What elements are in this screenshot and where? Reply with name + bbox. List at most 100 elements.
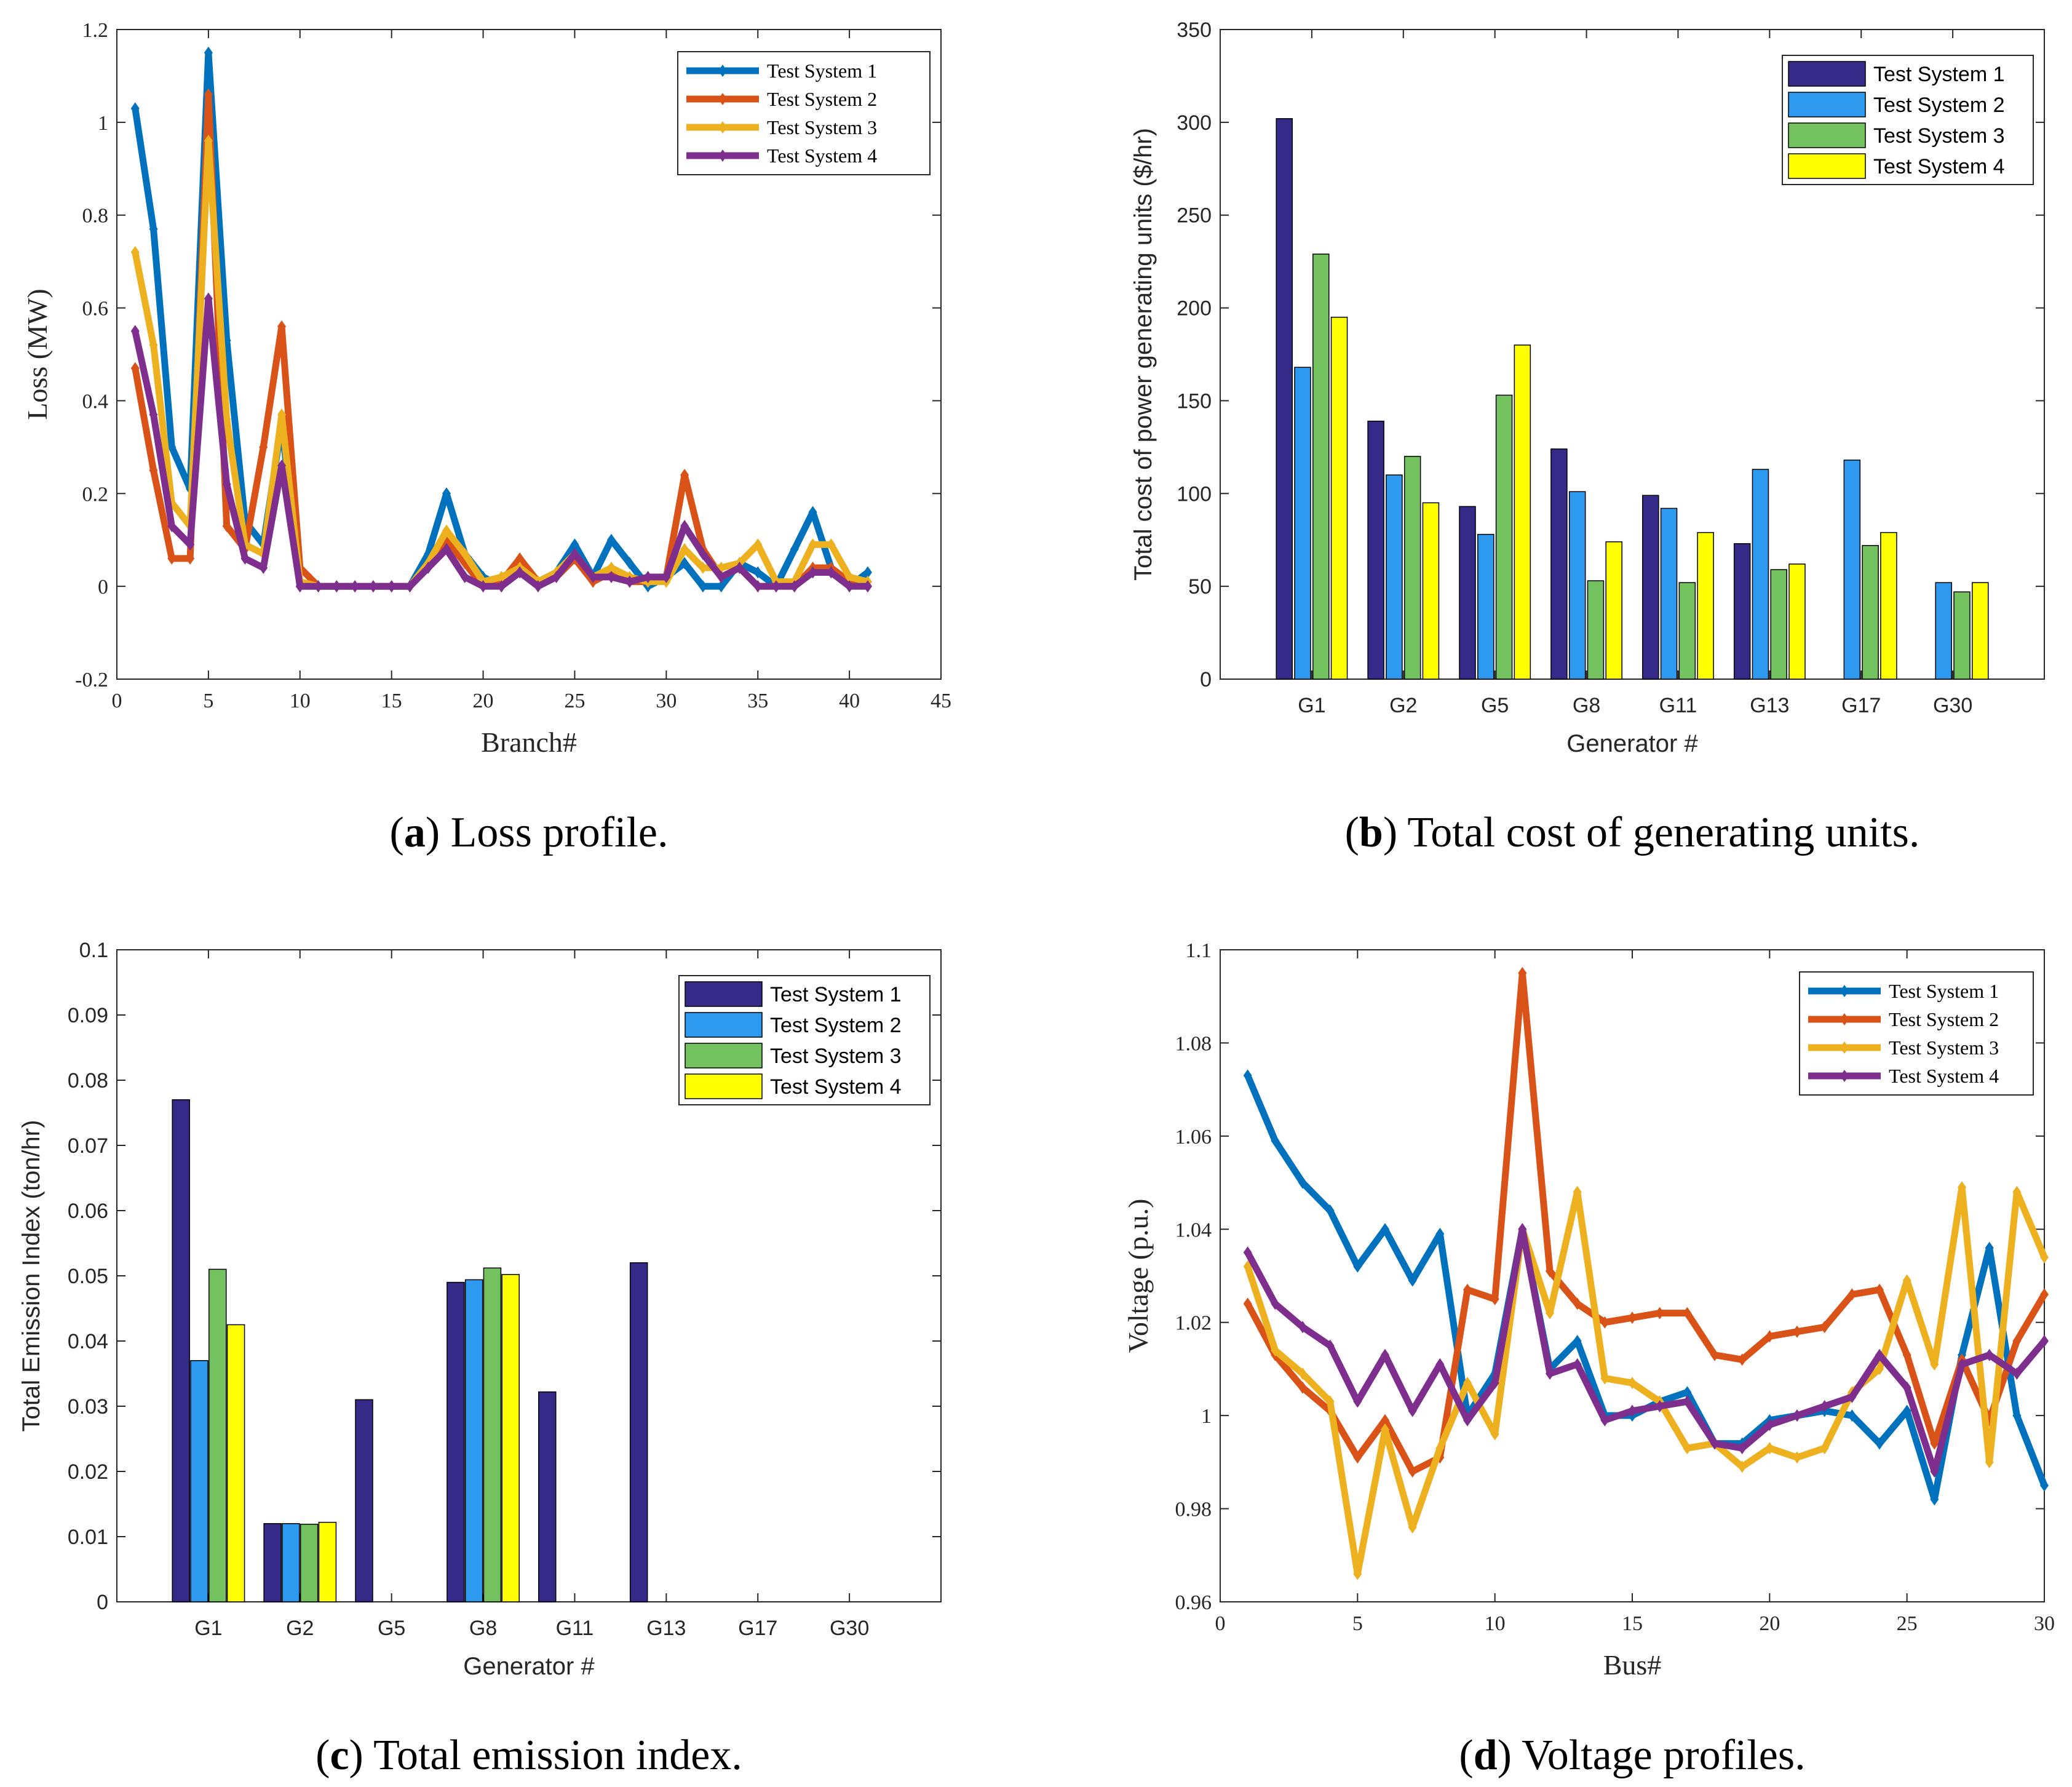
bar-g11-system-1 — [1642, 495, 1659, 680]
series-1-point — [607, 533, 616, 546]
panel-c-x-ticks: G1 G2 G5 G8 G11 G13 G17 G30 — [194, 950, 869, 1640]
series-4-point — [662, 571, 671, 584]
bar-g1-system-2 — [190, 1360, 208, 1602]
series-2-point — [1353, 1451, 1362, 1464]
series-4-point — [772, 580, 780, 593]
legend-label-1: Test System 1 — [767, 60, 877, 82]
legend-label-4: Test System 4 — [770, 1075, 902, 1099]
bar-g2-system-1 — [263, 1523, 282, 1602]
bar-g11-system-4 — [1697, 531, 1714, 680]
series-2-point — [222, 520, 231, 533]
y-tick-label: 0 — [1200, 668, 1212, 691]
series-4-point — [186, 538, 195, 551]
x-tick-label: 15 — [381, 690, 402, 712]
panel-d-xlabel: Bus# — [1603, 1649, 1662, 1681]
panel-a-xlabel: Branch# — [481, 726, 577, 758]
panel-c-legend: Test System 1 Test System 2 Test System 3 T… — [678, 975, 931, 1105]
series-4-point — [2012, 1367, 2022, 1380]
legend-label-1: Test System 1 — [1889, 980, 1999, 1002]
series-2-point — [1381, 1414, 1389, 1427]
series-4-point — [167, 520, 177, 533]
series-2-point — [1408, 1465, 1417, 1478]
series-3-point — [277, 408, 286, 421]
x-tick-label: G5 — [1481, 694, 1509, 717]
legend-swatch-2 — [1788, 92, 1866, 117]
series-3-point — [1628, 1377, 1637, 1390]
bar-g1-system-1 — [1276, 118, 1293, 680]
series-3-point — [1435, 1442, 1445, 1455]
series-2-point — [1243, 1297, 1252, 1310]
panel-b-bars — [1276, 118, 1989, 680]
y-tick-label: 1.02 — [1175, 1312, 1212, 1335]
series-4-point — [698, 547, 707, 560]
series-4-point — [625, 575, 634, 588]
bar-g8-system-3 — [483, 1267, 502, 1602]
series-4-point — [1600, 1414, 1610, 1427]
legend-marker-1 — [1840, 985, 1849, 997]
panel-c-caption-letter: c — [330, 1732, 349, 1779]
y-tick-label: 1 — [98, 112, 108, 135]
panel-b-legend: Test System 1 Test System 2 Test System 3 T… — [1782, 55, 2034, 185]
legend-label-2: Test System 2 — [770, 1014, 902, 1037]
series-4-point — [295, 580, 304, 593]
series-line-3 — [1244, 1184, 2048, 1578]
series-4-point — [1353, 1395, 1362, 1408]
panel-a-ylabel: Loss (MW) — [22, 289, 53, 420]
series-2-point — [130, 362, 140, 375]
y-tick-label: 0.09 — [68, 1004, 108, 1027]
series-4-point — [460, 571, 469, 584]
x-tick-label: G1 — [194, 1617, 222, 1640]
series-2-point — [1902, 1348, 1911, 1361]
series-3-point — [222, 413, 231, 426]
series-1-point — [442, 487, 451, 500]
bar-g1-system-4 — [226, 1324, 245, 1602]
y-tick-label: 200 — [1177, 297, 1212, 320]
x-tick-label: 35 — [747, 690, 768, 712]
series-4-point — [405, 580, 415, 593]
series-3-point — [1271, 1344, 1280, 1357]
panel-c-ylabel: Total Emission Index (ton/hr) — [18, 1120, 45, 1432]
series-4-point — [277, 460, 286, 472]
panel-c-y-ticks: 0 0.01 0.02 0.03 0.04 0.05 0.06 0.07 0.08 0.09 0.1 — [68, 939, 941, 1614]
bar-g13-system-1 — [1733, 543, 1751, 680]
series-4-point — [1683, 1395, 1692, 1408]
panel-c-bars — [172, 1099, 648, 1602]
series-3-point — [1930, 1358, 1939, 1371]
x-tick-label: G30 — [830, 1617, 869, 1640]
legend-label-2: Test System 2 — [1889, 1008, 1999, 1030]
panel-d-voltage-profiles: 0 5 10 15 20 25 30 0.96 0.98 1 1.02 1.04 1.06 1.08 1.… — [1122, 939, 2055, 1779]
series-4-point — [1298, 1321, 1307, 1334]
y-tick-label: 0.96 — [1175, 1591, 1212, 1614]
series-2-point — [1737, 1353, 1747, 1366]
series-1-point — [149, 223, 158, 236]
x-tick-label: 45 — [931, 690, 951, 712]
series-1-point — [1325, 1204, 1335, 1217]
series-3-point — [1381, 1423, 1389, 1436]
x-tick-label: G17 — [738, 1617, 777, 1640]
bar-g1-system-1 — [172, 1099, 190, 1602]
series-4-point — [589, 571, 598, 584]
legend-label-1: Test System 1 — [1873, 63, 2005, 86]
panel-d-legend: Test System 1 Test System 2 Test System 3 T… — [1799, 971, 2034, 1096]
series-3-point — [1875, 1363, 1884, 1375]
x-tick-label: G2 — [286, 1617, 314, 1640]
x-tick-label: 5 — [1352, 1612, 1363, 1635]
bar-g17-system-4 — [1880, 531, 1897, 680]
legend-swatch-3 — [685, 1043, 763, 1069]
series-3-point — [1490, 1428, 1499, 1441]
y-tick-label: 0 — [98, 576, 108, 599]
legend-swatch-2 — [685, 1012, 763, 1038]
legend-swatch-3 — [1788, 122, 1866, 148]
series-4-point — [1902, 1381, 1911, 1394]
series-2-point — [149, 464, 158, 477]
series-2-point — [1683, 1307, 1692, 1319]
series-3-point — [1408, 1521, 1417, 1534]
x-tick-label: 10 — [1485, 1612, 1506, 1635]
series-4-point — [442, 543, 451, 555]
series-3-point — [1463, 1377, 1472, 1390]
series-2-point — [259, 440, 268, 453]
y-tick-label: 0.06 — [68, 1200, 108, 1223]
series-3-point — [1683, 1442, 1692, 1455]
legend-label-3: Test System 3 — [767, 116, 877, 138]
series-4-point — [808, 566, 817, 579]
